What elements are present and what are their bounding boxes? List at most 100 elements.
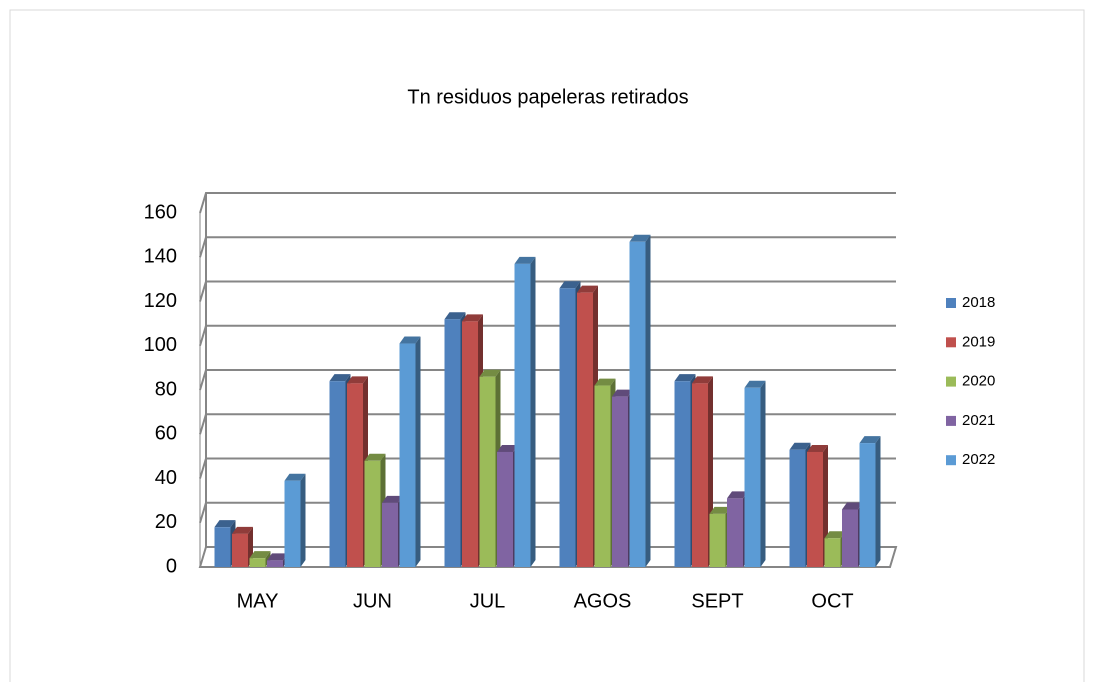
bar-front [497,451,513,567]
bar-top [479,369,501,377]
y-tick-label: 160 [144,201,177,223]
bar-top [462,314,483,322]
bar-front [559,288,576,567]
bar-top [497,444,518,452]
legend-swatch [946,337,956,348]
bar-side [530,256,536,567]
y-tick-label: 0 [166,555,177,577]
bar-top [444,312,466,320]
bar-side [415,336,421,567]
bar-front [399,343,416,567]
y-tick-label: 40 [155,467,177,489]
legend-label: 2020 [962,373,995,390]
bar-top [329,374,351,382]
bar-front [594,385,611,567]
bar-front [444,319,461,567]
bar-front [347,383,363,567]
bar-top [514,256,536,264]
bar [514,256,536,567]
bar-front [267,560,283,567]
bar-front [249,558,266,567]
x-tick-label: JUL [470,590,506,612]
x-tick-label: JUN [353,590,392,612]
bar-top [807,444,828,452]
bar-front [629,241,646,567]
bar-top [824,531,846,539]
y-tick-label: 120 [144,290,177,312]
bar-top [789,442,811,450]
y-tick-label: 80 [155,378,177,400]
bar-front [709,513,726,567]
bar [859,436,881,567]
bar-front [612,396,628,567]
legend-label: 2021 [962,412,995,429]
legend-label: 2019 [962,333,995,350]
bar [284,473,306,567]
bar-top [232,526,253,534]
legend-label: 2022 [962,451,995,468]
bar-top [612,389,633,397]
bar-side [760,380,766,567]
bar-top [249,551,271,559]
bar-top [559,281,581,289]
bar-top [364,453,386,461]
floor-line [198,546,898,568]
bar-top [347,376,368,384]
x-tick-label: OCT [811,590,853,612]
bar-front [514,263,531,567]
bar-front [382,502,398,567]
x-tick-label: MAY [237,590,279,612]
bar-top [399,336,421,344]
bar-front [284,480,301,567]
bar-top [382,495,403,503]
bar [744,380,766,567]
bar-front [744,387,761,567]
bar-front [329,381,346,567]
bar-front [479,376,496,567]
bar-side [300,473,306,567]
bar-front [577,292,593,567]
bar-top [692,376,713,384]
x-tick-label: SEPT [691,590,743,612]
chart-frame [9,9,1085,682]
y-tick-label: 20 [155,511,177,533]
bar-top [842,502,863,510]
legend-label: 2018 [962,294,995,311]
chart-title: Tn residuos papeleras retirados [407,86,688,108]
bar-top [744,380,766,388]
bar-front [364,460,381,567]
bar-side [875,436,881,567]
y-tick-label: 60 [155,423,177,445]
bar-front [692,383,708,567]
bar-front [674,381,691,567]
bar-front [859,443,876,567]
bar-top [214,520,236,528]
bar-top [674,374,696,382]
bar-front [789,449,806,567]
legend-swatch [946,455,956,466]
y-tick-label: 140 [144,246,177,268]
bar-top [594,378,616,386]
bar-top [727,491,748,499]
bar-top [859,436,881,444]
bar-top [284,473,306,481]
bar-front [824,538,841,567]
bar-top [709,506,731,514]
legend-swatch [946,376,956,387]
legend-swatch [946,415,956,426]
bar-top [577,285,598,293]
bar-front [842,509,858,567]
x-tick-label: AGOS [574,590,632,612]
bar-front [214,527,231,567]
bar-front [807,451,823,567]
bar-front [462,321,478,567]
bar-top [267,553,288,561]
bar-front [232,533,248,567]
bar-side [645,234,651,567]
bar-front [727,498,743,567]
bar [629,234,651,567]
legend-swatch [946,298,956,308]
y-tick-label: 100 [144,334,177,356]
bar [399,336,421,567]
